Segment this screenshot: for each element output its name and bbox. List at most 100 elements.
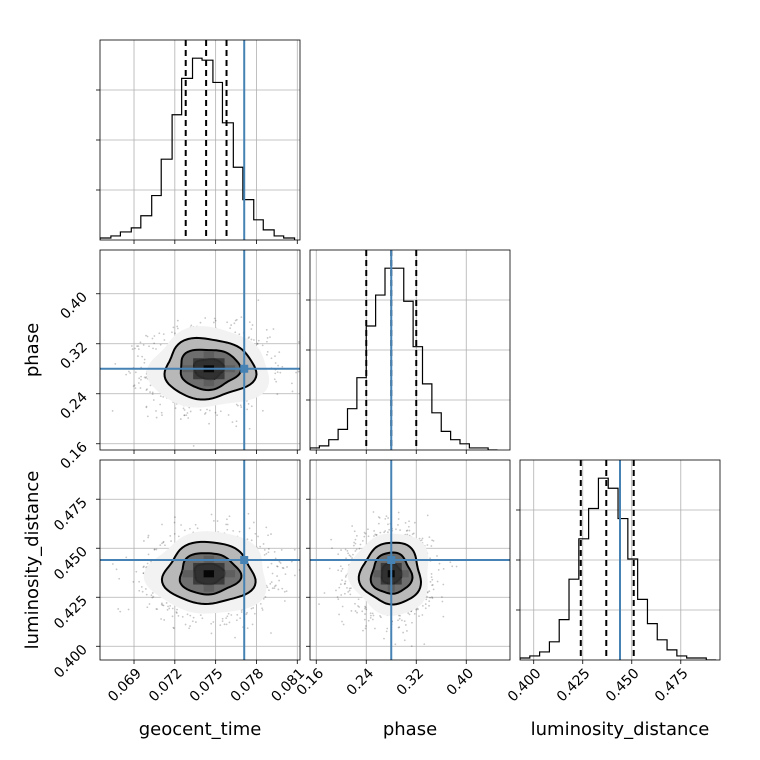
scatter-point [156,608,159,611]
scatter-point [429,557,431,560]
scatter-point [281,587,284,590]
density-bin [193,570,204,578]
scatter-point [397,524,399,526]
scatter-point [293,548,296,551]
scatter-point [172,326,175,329]
scatter-point [273,378,276,381]
scatter-point [232,529,235,532]
scatter-point [146,335,149,338]
scatter-point [449,561,452,564]
scatter-point [239,617,242,620]
scatter-point [261,607,263,610]
scatter-point [367,528,369,531]
contour-1 [178,552,243,596]
y-tick-label: 0.400 [51,642,91,682]
scatter-point [235,318,238,321]
scatter-point [340,594,343,596]
scatter-point [346,587,348,589]
scatter-point [160,603,163,606]
scatter-point [347,552,350,555]
scatter-point [131,348,134,350]
scatter-point [235,420,238,423]
scatter-point [425,598,428,601]
scatter-point [161,523,163,526]
scatter-point [275,380,278,383]
scatter-point [180,524,182,526]
scatter-point [408,613,411,616]
scatter-point [146,388,148,391]
x-tick-label: 0.32 [394,666,427,699]
scatter-point [256,342,259,345]
scatter-point [253,612,256,615]
scatter-point [270,533,272,535]
scatter-point [341,605,344,608]
scatter-point [401,619,403,622]
scatter-point [208,409,211,412]
scatter-point [273,587,276,590]
scatter-point [137,382,140,384]
scatter-point [184,623,187,626]
scatter-point [192,616,195,619]
scatter-point [340,570,343,572]
scatter-point [139,387,142,389]
scatter-point [189,625,191,627]
x-tick-label: 0.078 [228,666,268,706]
scatter-point [375,533,378,536]
scatter-point [174,516,176,519]
scatter-point [111,410,114,412]
panel-frame [519,459,721,661]
density-bin [193,372,204,380]
scatter-point [283,600,286,602]
scatter-point [141,590,144,593]
scatter-point [140,375,142,378]
scatter-point [204,411,207,414]
scatter-point [194,621,197,623]
scatter-point [424,603,427,605]
scatter-point [442,583,445,586]
scatter-point [359,543,362,546]
scatter-point [384,530,387,532]
scatter-point [235,403,238,406]
scatter-point [372,511,375,513]
scatter-point [266,586,269,589]
scatter-point [278,560,281,563]
scatter-point [383,637,385,640]
scatter-point [161,414,163,417]
scatter-point [266,337,269,339]
scatter-point [429,596,431,599]
scatter-point [281,365,284,368]
scatter-point [365,625,367,627]
scatter-point [431,539,434,542]
scatter-point [274,584,277,587]
scatter-point [238,530,241,533]
scatter-point [267,566,269,569]
scatter-point [270,357,273,360]
scatter-point [373,530,376,532]
scatter-point [134,371,137,374]
scatter-point [248,336,250,339]
scatter-point [269,336,271,339]
scatter-point [149,391,151,393]
density-bin [214,577,225,585]
scatter-point [199,321,202,324]
scatter-point [114,363,117,365]
scatter-point [353,541,355,544]
scatter-point [155,548,158,551]
scatter-point [216,520,219,522]
scatter-point [227,612,230,615]
scatter-point [397,619,399,622]
scatter-point [345,574,348,577]
scatter-point [426,544,429,546]
scatter-point [143,376,146,379]
scatter-point [346,549,349,552]
scatter-point [190,324,193,327]
scatter-point [455,565,458,568]
scatter-point [256,343,259,345]
scatter-point [251,623,254,626]
scatter-point [367,619,370,622]
scatter-point [290,560,293,563]
scatter-point [162,604,165,607]
scatter-point [274,557,277,560]
scatter-point [371,618,374,621]
scatter-point [147,534,150,537]
